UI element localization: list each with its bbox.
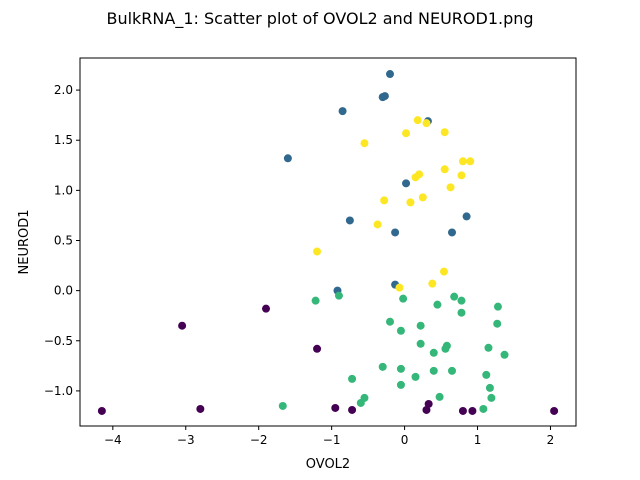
axes-frame <box>79 57 577 427</box>
data-point <box>450 292 459 301</box>
data-point <box>373 220 382 229</box>
x-tick-label: 1 <box>474 433 482 447</box>
data-point <box>457 308 466 317</box>
data-point <box>380 92 389 101</box>
data-point <box>311 296 320 305</box>
data-point <box>413 116 422 125</box>
data-point <box>428 279 437 288</box>
data-point <box>380 196 389 205</box>
y-tick-label: −0.5 <box>44 334 73 348</box>
chart-title: BulkRNA_1: Scatter plot of OVOL2 and NEU… <box>106 9 533 29</box>
data-point <box>348 374 357 383</box>
data-point <box>466 157 475 166</box>
data-point <box>411 372 420 381</box>
data-point <box>493 319 502 328</box>
data-point <box>360 139 369 148</box>
y-axis-label: NEUROD1 <box>17 210 32 275</box>
data-point <box>433 300 442 309</box>
data-point <box>482 370 491 379</box>
y-tick-label: −1.0 <box>44 384 73 398</box>
data-point <box>500 350 509 359</box>
data-point <box>418 193 427 202</box>
data-point <box>424 399 433 408</box>
data-point <box>448 228 456 237</box>
data-point <box>440 165 449 174</box>
data-point <box>331 403 340 412</box>
y-tick-label: 2.0 <box>54 83 73 97</box>
data-point <box>493 302 502 311</box>
data-point <box>448 366 456 375</box>
data-point <box>479 404 488 413</box>
data-point <box>435 392 444 401</box>
y-axis: −1.0 −0.5 0.0 0.5 1.0 1.5 2.0 <box>44 83 80 398</box>
data-point <box>396 364 405 373</box>
data-point <box>334 291 343 300</box>
data-point <box>487 393 496 402</box>
data-point <box>441 344 450 353</box>
data-point <box>485 383 494 392</box>
data-point <box>457 296 466 305</box>
data-point <box>313 344 322 353</box>
data-point <box>429 366 438 375</box>
data-point <box>386 317 394 326</box>
data-point <box>422 119 431 128</box>
data-point <box>345 216 354 225</box>
y-tick-label: 0.5 <box>54 233 73 247</box>
data-point <box>278 401 287 410</box>
data-point <box>262 304 270 313</box>
x-tick-label: −4 <box>104 433 122 447</box>
x-tick-label: 0 <box>401 433 409 447</box>
data-point <box>415 170 424 179</box>
data-point <box>406 198 415 207</box>
data-point <box>391 228 400 237</box>
data-point <box>396 380 405 389</box>
data-point <box>399 294 408 303</box>
data-point <box>429 348 438 357</box>
data-point <box>462 212 471 221</box>
data-point <box>458 157 467 166</box>
data-point <box>283 154 292 163</box>
data-point <box>439 267 448 276</box>
data-point <box>458 406 467 415</box>
data-point <box>356 398 365 407</box>
data-point <box>402 179 411 188</box>
data-point <box>457 171 466 180</box>
data-point <box>440 128 449 137</box>
data-point <box>468 406 477 415</box>
y-tick-label: 0.0 <box>54 284 73 298</box>
y-tick-label: 1.0 <box>54 183 73 197</box>
x-axis: −4 −3 −2 −1 0 1 2 <box>104 426 554 447</box>
data-point <box>196 404 205 413</box>
data-point <box>416 339 425 348</box>
x-tick-label: −3 <box>177 433 195 447</box>
plot-area <box>79 57 577 427</box>
data-point <box>422 405 431 414</box>
y-tick-label: 1.5 <box>54 133 73 147</box>
data-point <box>97 406 106 415</box>
data-point <box>338 107 347 116</box>
data-point <box>395 283 404 292</box>
data-point <box>378 362 387 371</box>
data-point <box>386 70 394 79</box>
data-point <box>178 321 187 330</box>
data-point <box>313 247 322 256</box>
x-axis-label: OVOL2 <box>306 457 350 472</box>
data-points <box>97 70 559 415</box>
data-point <box>550 406 559 415</box>
data-point <box>396 326 405 335</box>
x-tick-label: 2 <box>547 433 555 447</box>
data-point <box>402 129 411 138</box>
data-point <box>416 321 425 330</box>
data-point <box>484 343 493 352</box>
data-point <box>348 405 357 414</box>
data-point <box>446 183 455 192</box>
x-tick-label: −2 <box>250 433 268 447</box>
x-tick-label: −1 <box>323 433 341 447</box>
